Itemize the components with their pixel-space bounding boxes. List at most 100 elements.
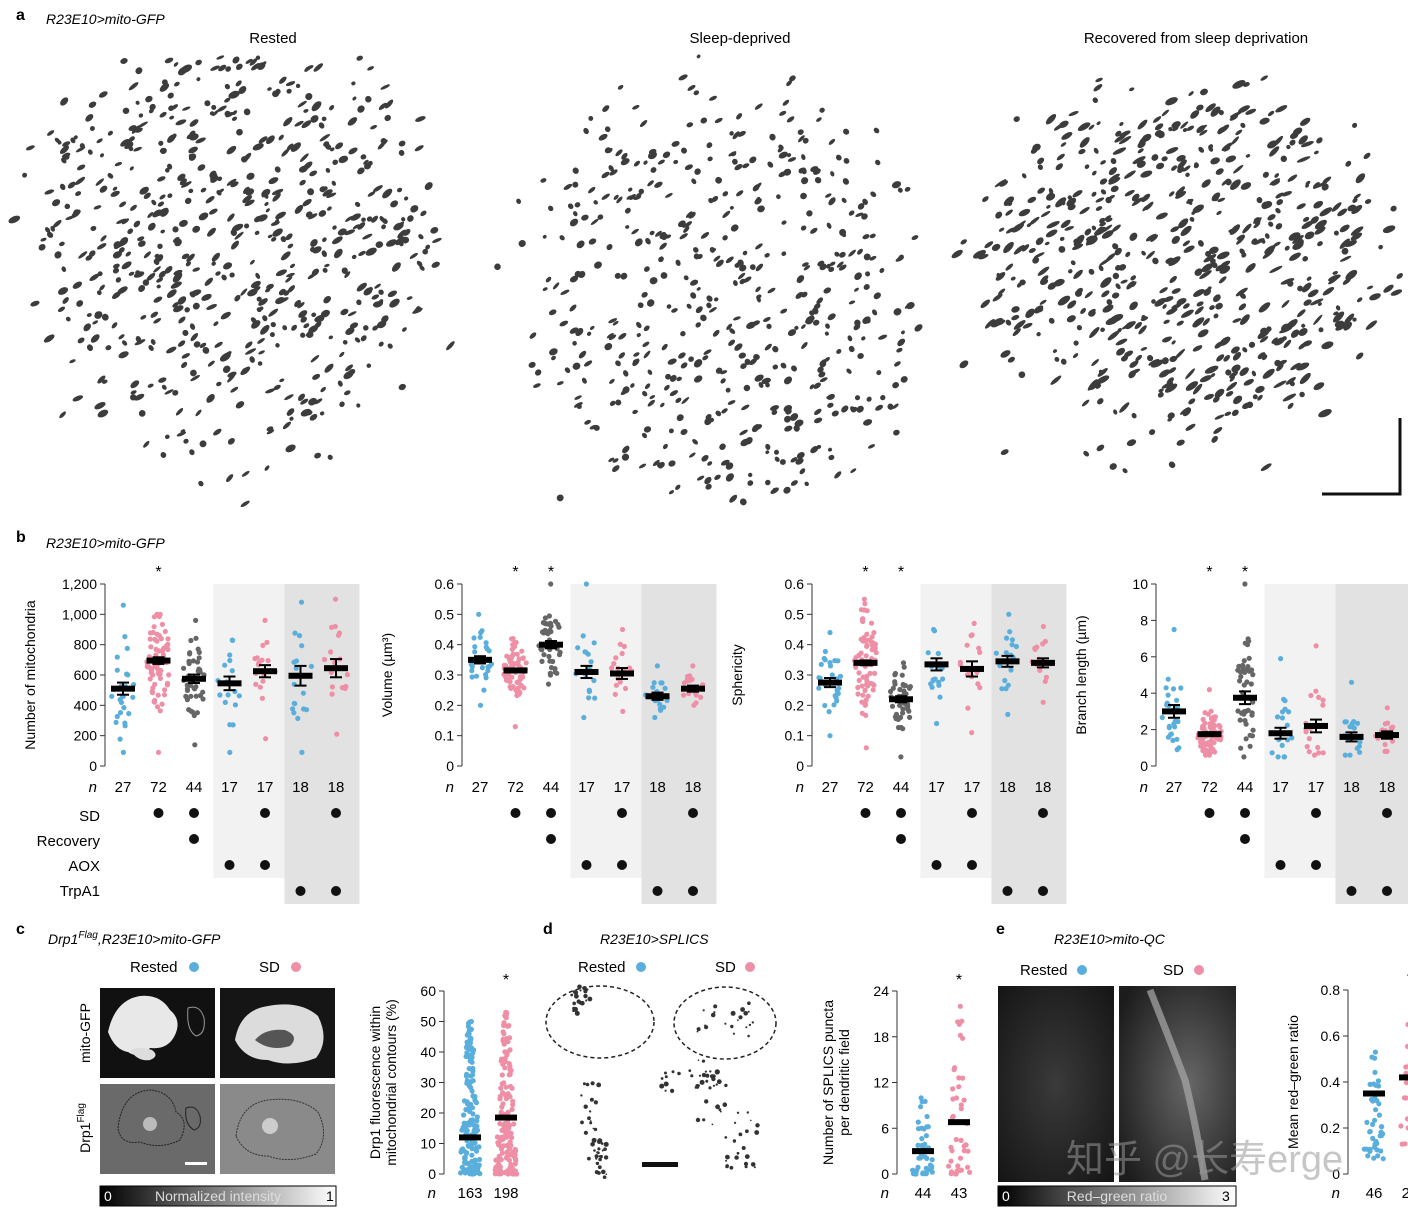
- mean-bar: [574, 668, 599, 675]
- mitochondrion: [217, 176, 223, 182]
- mitochondrion: [854, 319, 861, 327]
- data-point: [196, 649, 202, 656]
- data-point: [504, 1036, 510, 1042]
- n-value: 17: [221, 779, 238, 796]
- mitochondrion: [800, 225, 807, 231]
- y-tick-label: 10: [420, 1136, 436, 1152]
- mitochondrion: [290, 142, 301, 152]
- splics-punctum: [595, 1161, 600, 1166]
- data-point: [693, 692, 699, 698]
- mitochondrion: [715, 367, 723, 374]
- mitochondrion: [110, 190, 120, 197]
- data-point: [193, 635, 199, 641]
- mitochondrion: [658, 256, 664, 263]
- panel-c-row-label-2-text: Drp1: [77, 1122, 93, 1153]
- mitochondrion: [702, 355, 709, 361]
- mitochondrion: [1091, 170, 1097, 176]
- data-point: [1403, 1095, 1408, 1101]
- mitochondrion: [143, 440, 150, 448]
- mitochondrion: [1339, 255, 1352, 262]
- mitochondrion: [365, 247, 377, 256]
- data-point: [1208, 748, 1214, 754]
- mitochondrion: [241, 470, 250, 477]
- mitochondrion: [1208, 246, 1219, 254]
- splics-punctum: [704, 1070, 708, 1073]
- mitochondrion: [275, 211, 286, 220]
- mitochondrion: [397, 229, 407, 239]
- mitochondrion: [729, 494, 738, 503]
- data-point: [1009, 642, 1015, 648]
- mitochondrion: [322, 186, 328, 191]
- n-label: n: [446, 779, 454, 796]
- mitochondrion: [1172, 126, 1179, 132]
- y-tick-label: 0.6: [785, 576, 805, 592]
- data-point: [481, 687, 487, 693]
- mitochondrion: [1032, 143, 1041, 152]
- mitochondrion: [1105, 317, 1119, 326]
- data-point: [575, 645, 581, 651]
- data-point: [1380, 1156, 1386, 1162]
- data-point: [949, 1114, 956, 1120]
- mitochondrion: [1335, 323, 1346, 331]
- data-point: [1372, 1055, 1378, 1061]
- y-tick-label: 0.3: [435, 667, 455, 683]
- mitochondrion: [261, 189, 270, 198]
- data-point: [332, 623, 338, 630]
- data-point: [1171, 626, 1177, 633]
- mitochondrion: [1352, 197, 1358, 203]
- mean-bar: [912, 1148, 934, 1155]
- mitochondrion: [880, 394, 886, 401]
- mitochondrion: [660, 272, 668, 279]
- splics-punctum: [572, 1001, 576, 1004]
- mitochondrion: [1073, 238, 1079, 244]
- data-point: [1275, 754, 1281, 760]
- mitochondrion: [650, 167, 657, 173]
- mitochondrion: [1363, 152, 1371, 160]
- mitochondrion: [371, 215, 379, 223]
- data-point: [486, 648, 492, 654]
- mitochondrion: [1005, 263, 1014, 271]
- colorbar-c-max: 1: [326, 1188, 334, 1204]
- n-label: n: [796, 779, 804, 796]
- data-point: [466, 1083, 472, 1089]
- data-point: [460, 1147, 466, 1153]
- splics-punctum: [664, 1071, 667, 1075]
- splics-punctum: [753, 1166, 756, 1169]
- data-point: [463, 1053, 469, 1060]
- mitochondrion: [1269, 265, 1283, 274]
- mitochondrion: [69, 359, 76, 364]
- splics-punctum: [586, 988, 589, 991]
- mitochondrion: [1011, 306, 1020, 313]
- mitochondrion: [765, 450, 770, 455]
- data-point: [184, 697, 190, 703]
- data-point: [503, 663, 509, 669]
- mitochondrion: [1218, 276, 1227, 284]
- mitochondrion: [331, 180, 337, 186]
- mitochondrion: [1168, 126, 1173, 132]
- splics-punctum: [719, 1110, 722, 1113]
- mitochondrion: [569, 275, 579, 283]
- mitochondrion: [709, 417, 715, 423]
- mitochondrion: [1302, 216, 1310, 222]
- mitochondrion: [805, 315, 815, 323]
- mitochondrion: [287, 243, 294, 249]
- mitochondrion: [289, 263, 296, 269]
- mitochondrion: [357, 167, 365, 175]
- data-point: [1174, 697, 1180, 703]
- data-point: [1376, 1112, 1382, 1118]
- data-point: [546, 628, 553, 634]
- mitochondrion: [356, 55, 363, 61]
- mitochondrion: [342, 339, 348, 345]
- mitochondrion: [756, 296, 761, 303]
- mitochondrion: [340, 308, 349, 316]
- data-point: [958, 1167, 965, 1173]
- mitochondrion: [683, 275, 689, 281]
- mitochondrion: [86, 312, 92, 318]
- mitochondrion: [265, 135, 275, 145]
- panel-d-letter: d: [543, 921, 553, 938]
- data-point: [151, 698, 157, 705]
- mitochondrion: [686, 303, 692, 309]
- data-point: [971, 620, 977, 627]
- mitochondrion: [828, 197, 836, 206]
- mitochondrion: [1067, 300, 1077, 309]
